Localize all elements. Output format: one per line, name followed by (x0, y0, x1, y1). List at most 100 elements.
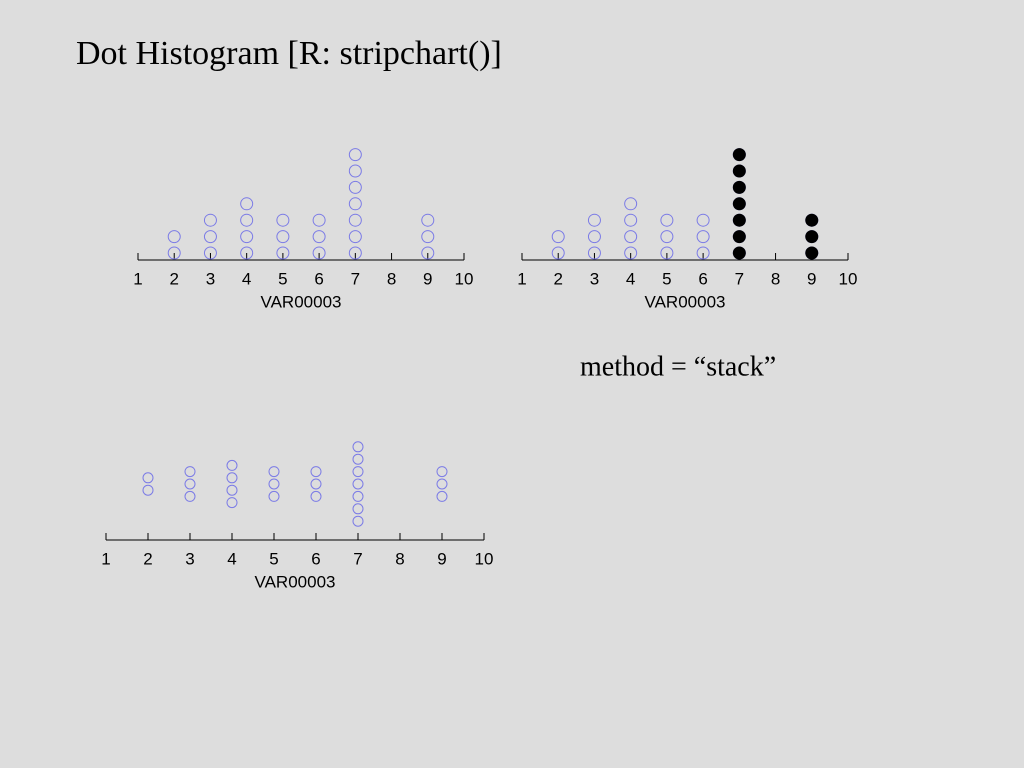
dot (312, 230, 326, 244)
x-tick-label: 6 (698, 269, 707, 288)
x-tick-label: 1 (133, 269, 142, 288)
dot (436, 466, 448, 478)
x-tick-label: 1 (101, 549, 110, 568)
x-tick-label: 6 (311, 549, 320, 568)
dot (624, 213, 638, 227)
dot (348, 197, 362, 211)
dot (348, 213, 362, 227)
dot (276, 246, 290, 260)
dot (421, 213, 435, 227)
x-tick-label: 2 (169, 269, 178, 288)
dot (352, 466, 364, 478)
x-axis-label: VAR00003 (261, 292, 342, 311)
dot (310, 478, 322, 490)
dot (226, 459, 238, 471)
dot (310, 466, 322, 478)
dot (240, 230, 254, 244)
dot (276, 213, 290, 227)
dot (348, 230, 362, 244)
dot (352, 503, 364, 515)
dot (203, 213, 217, 227)
dot (805, 213, 819, 227)
dot (268, 466, 280, 478)
dot (184, 466, 196, 478)
dot (240, 197, 254, 211)
dot (203, 246, 217, 260)
dot (226, 472, 238, 484)
dot (551, 246, 565, 260)
dot (732, 230, 746, 244)
x-tick-label: 3 (590, 269, 599, 288)
dot (348, 246, 362, 260)
dot (732, 246, 746, 260)
dot (203, 230, 217, 244)
dot (240, 213, 254, 227)
x-tick-label: 9 (437, 549, 446, 568)
x-tick-label: 4 (242, 269, 251, 288)
dot (587, 213, 601, 227)
dot (421, 246, 435, 260)
x-tick-label: 8 (387, 269, 396, 288)
slide-title: Dot Histogram [R: stripchart()] (76, 35, 502, 72)
x-tick-label: 6 (314, 269, 323, 288)
x-tick-label: 3 (185, 549, 194, 568)
x-tick-label: 8 (395, 549, 404, 568)
x-tick-label: 10 (475, 549, 494, 568)
dot (732, 213, 746, 227)
dot (312, 246, 326, 260)
dot (348, 148, 362, 162)
dot (436, 478, 448, 490)
dot (732, 148, 746, 162)
dot (352, 478, 364, 490)
x-tick-label: 9 (423, 269, 432, 288)
x-tick-label: 10 (839, 269, 858, 288)
x-tick-label: 5 (278, 269, 287, 288)
dot (184, 478, 196, 490)
dot (226, 484, 238, 496)
dot (624, 230, 638, 244)
dot (624, 246, 638, 260)
dot (696, 230, 710, 244)
dot (436, 490, 448, 502)
x-tick-label: 5 (269, 549, 278, 568)
dot (268, 478, 280, 490)
x-axis-label: VAR00003 (255, 572, 336, 591)
dot (660, 213, 674, 227)
dot (167, 230, 181, 244)
dot (732, 180, 746, 194)
x-tick-label: 3 (206, 269, 215, 288)
dot (696, 246, 710, 260)
dot (226, 497, 238, 509)
dot (732, 164, 746, 178)
dot (805, 230, 819, 244)
dot (587, 230, 601, 244)
dot (352, 490, 364, 502)
x-tick-label: 5 (662, 269, 671, 288)
x-tick-label: 2 (143, 549, 152, 568)
dot (660, 246, 674, 260)
dot (142, 472, 154, 484)
dot (276, 230, 290, 244)
dot (184, 490, 196, 502)
dot (660, 230, 674, 244)
x-axis-label: VAR00003 (645, 292, 726, 311)
x-tick-label: 1 (517, 269, 526, 288)
dot (268, 490, 280, 502)
dot (551, 230, 565, 244)
x-tick-label: 9 (807, 269, 816, 288)
annotation: method = “stack” (580, 351, 776, 382)
dot (696, 213, 710, 227)
dot (352, 453, 364, 465)
dot (352, 441, 364, 453)
dot (348, 180, 362, 194)
dot (352, 515, 364, 527)
dot (624, 197, 638, 211)
dot (312, 213, 326, 227)
x-tick-label: 4 (227, 549, 236, 568)
dot (587, 246, 601, 260)
dot (805, 246, 819, 260)
x-tick-label: 7 (353, 549, 362, 568)
x-tick-label: 2 (553, 269, 562, 288)
